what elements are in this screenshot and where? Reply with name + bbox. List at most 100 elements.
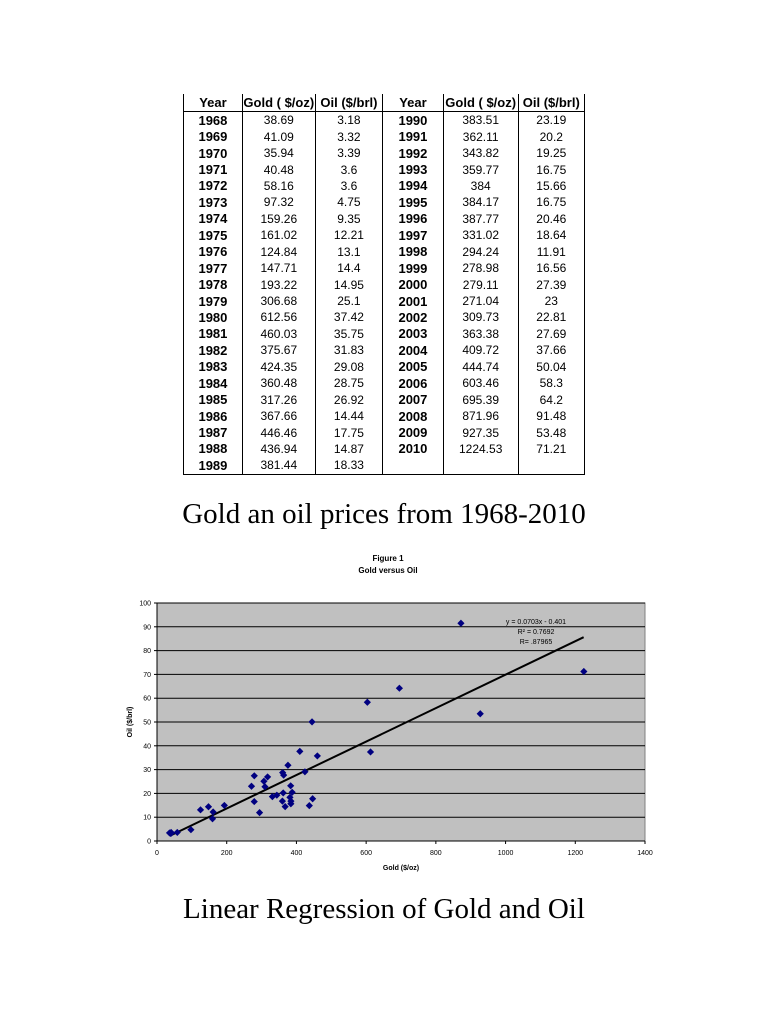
data-point xyxy=(580,667,588,676)
column-header-oil-2: Oil ($/brl) xyxy=(517,94,585,112)
gold-price-cell: 612.56 xyxy=(241,309,316,326)
oil-price-cell: 3.6 xyxy=(314,177,383,195)
year-cell: 1980 xyxy=(198,309,228,325)
oil-price-cell: 23.19 xyxy=(517,111,585,129)
gold-price-cell: 294.24 xyxy=(442,243,519,260)
year-cell: 2001 xyxy=(382,292,444,310)
year-cell: 2008 xyxy=(382,407,444,425)
oil-price-cell: 17.75 xyxy=(314,424,383,441)
chart-title: Figure 1 xyxy=(372,554,404,563)
regression-trendline xyxy=(169,636,585,837)
gold-price-cell: 603.46 xyxy=(442,375,519,392)
year-cell: 1968 xyxy=(198,112,228,128)
oil-price-cell: 20.2 xyxy=(517,128,585,145)
gold-price-cell: 35.94 xyxy=(241,144,316,162)
data-point xyxy=(167,828,175,837)
horizontal-gridlines xyxy=(157,602,645,818)
gold-price-cell: 695.39 xyxy=(442,391,519,408)
oil-price-cell: 58.3 xyxy=(517,375,585,392)
gold-price-cell: 159.26 xyxy=(241,210,316,228)
oil-price-cell: 37.42 xyxy=(314,309,383,326)
oil-price-cell: 91.48 xyxy=(517,407,585,425)
table-row: 1985 317.26 26.92 2007 695.39 64.2 xyxy=(184,391,585,408)
data-point xyxy=(247,782,256,790)
data-point xyxy=(173,828,181,837)
oil-price-cell: 14.87 xyxy=(314,440,383,458)
oil-price-cell: 16.75 xyxy=(517,161,585,178)
table-row: 1969 41.09 3.32 1991 362.11 20.2 xyxy=(184,128,585,145)
gold-price-cell: 271.04 xyxy=(442,292,519,310)
x-tick-label: 1400 xyxy=(637,850,653,857)
data-point xyxy=(250,797,258,806)
oil-price-cell: 3.6 xyxy=(314,161,383,178)
year-cell: 1998 xyxy=(382,243,444,260)
x-tick-label: 1000 xyxy=(498,850,514,857)
table-row: 1988 436.94 14.87 2010 1224.53 71.21 xyxy=(184,440,585,458)
oil-price-cell: 71.21 xyxy=(517,440,585,458)
year-cell: 2004 xyxy=(382,342,444,359)
year-cell: 2003 xyxy=(382,325,444,343)
gold-price-cell: 1224.53 xyxy=(442,440,519,458)
gold-price-cell: 384.17 xyxy=(442,194,519,211)
year-cell: 1975 xyxy=(198,227,228,243)
year-cell: 1997 xyxy=(382,227,444,244)
oil-price-cell: 12.21 xyxy=(314,227,383,244)
gold-price-cell: 367.66 xyxy=(241,407,316,425)
year-cell: 1973 xyxy=(198,194,228,210)
year-cell: 1989 xyxy=(183,457,243,475)
year-cell: 1978 xyxy=(198,277,228,293)
gold-price-cell: 424.35 xyxy=(241,358,316,375)
data-point xyxy=(279,789,287,797)
table-row: 1975 161.02 12.21 1997 331.02 18.64 xyxy=(184,227,585,244)
table-row: 1968 38.69 3.18 1990 383.51 23.19 xyxy=(184,111,585,129)
gold-price-cell: 161.02 xyxy=(241,227,316,244)
oil-price-cell: 27.39 xyxy=(517,276,585,293)
oil-price-cell: 3.18 xyxy=(314,111,383,129)
data-point xyxy=(287,797,295,805)
table-row: 1973 97.32 4.75 1995 384.17 16.75 xyxy=(184,194,585,211)
gold-price-cell: 306.68 xyxy=(241,292,316,310)
y-tick-label: 40 xyxy=(143,743,151,750)
column-header-oil-1: Oil ($/brl) xyxy=(314,94,383,112)
table-row: 1980 612.56 37.42 2002 309.73 22.81 xyxy=(184,309,585,326)
gold-price-cell: 871.96 xyxy=(442,407,519,425)
data-point xyxy=(255,809,264,817)
oil-price-cell: 31.83 xyxy=(314,342,383,359)
year-cell: 1994 xyxy=(382,177,444,195)
year-cell: 1988 xyxy=(198,441,228,457)
table-row: 1986 367.66 14.44 2008 871.96 91.48 xyxy=(184,407,585,425)
table-row: 1982 375.67 31.83 2004 409.72 37.66 xyxy=(184,342,585,359)
oil-price-cell: 14.95 xyxy=(314,276,383,293)
data-point xyxy=(209,808,217,816)
gold-price-cell: 383.51 xyxy=(442,111,519,129)
year-cell xyxy=(382,457,444,475)
gold-price-cell: 309.73 xyxy=(442,309,519,326)
gold-price-cell: 381.44 xyxy=(241,457,316,475)
year-cell: 1987 xyxy=(198,425,228,441)
gold-price-cell: 362.11 xyxy=(442,128,519,145)
gold-price-cell: 436.94 xyxy=(241,440,316,458)
year-cell: 2005 xyxy=(382,358,444,375)
data-point xyxy=(187,826,195,834)
gold-price-cell: 360.48 xyxy=(241,375,316,392)
gold-price-cell: 193.22 xyxy=(241,276,316,293)
year-cell: 1971 xyxy=(198,162,228,178)
year-cell: 1999 xyxy=(382,259,444,277)
y-tick-label: 30 xyxy=(143,767,151,774)
y-tick-label: 50 xyxy=(143,720,151,727)
year-cell: 1970 xyxy=(198,145,228,161)
gold-price-cell: 97.32 xyxy=(241,194,316,211)
r-annotation: R= .87965 xyxy=(520,639,553,646)
oil-price-cell: 64.2 xyxy=(517,391,585,408)
year-cell: 1995 xyxy=(382,194,444,211)
y-tick-label: 90 xyxy=(143,624,151,631)
column-header-year-2: Year xyxy=(382,94,444,112)
oil-price-cell: 15.66 xyxy=(517,177,585,195)
oil-price-cell xyxy=(517,457,585,475)
oil-price-cell: 18.64 xyxy=(517,227,585,244)
year-cell: 1983 xyxy=(198,359,228,375)
oil-price-cell: 50.04 xyxy=(517,358,585,375)
table-row: 1981 460.03 35.75 2003 363.38 27.69 xyxy=(184,325,585,343)
gold-oil-price-table: Year Gold ( $/oz) Oil ($/brl) Year Gold … xyxy=(183,94,585,475)
data-point xyxy=(309,795,317,803)
